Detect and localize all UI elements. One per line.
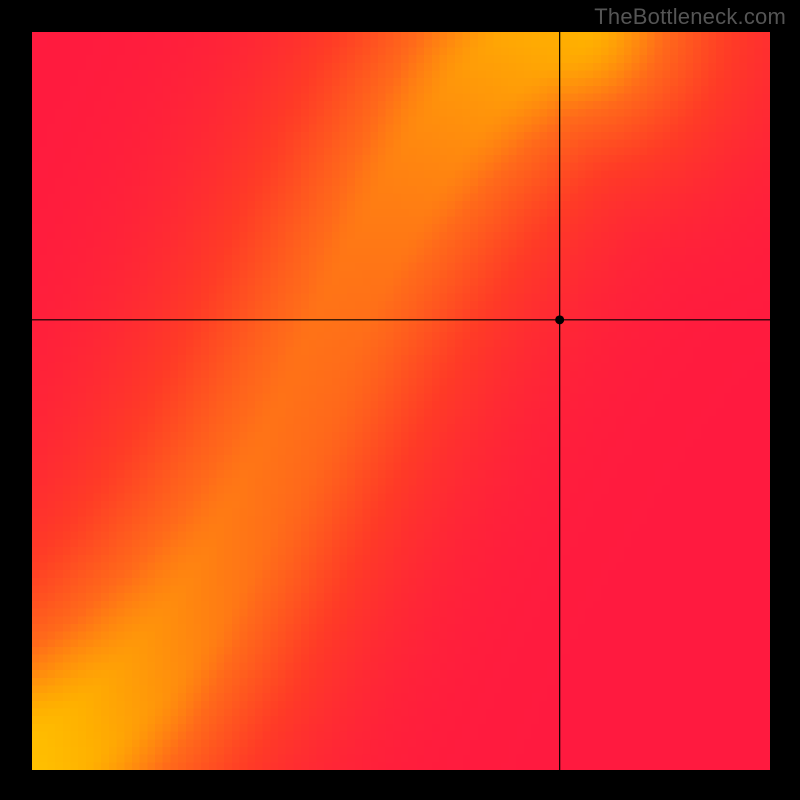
watermark-text: TheBottleneck.com [594, 4, 786, 30]
bottleneck-heatmap [32, 32, 770, 770]
chart-container: { "watermark": { "text": "TheBottleneck.… [0, 0, 800, 800]
